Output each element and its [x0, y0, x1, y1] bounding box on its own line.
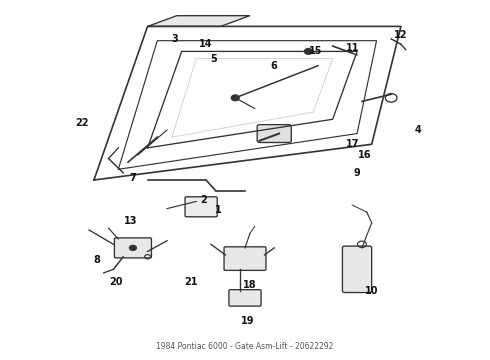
- FancyBboxPatch shape: [224, 247, 266, 270]
- Text: 7: 7: [129, 173, 136, 183]
- FancyBboxPatch shape: [343, 246, 372, 293]
- Text: 12: 12: [394, 30, 408, 40]
- Text: 22: 22: [75, 118, 89, 128]
- Text: 17: 17: [345, 139, 359, 149]
- Text: 11: 11: [345, 43, 359, 53]
- Circle shape: [304, 49, 312, 54]
- FancyBboxPatch shape: [229, 290, 261, 306]
- Text: 5: 5: [210, 54, 217, 64]
- Text: 6: 6: [271, 61, 278, 71]
- Text: 16: 16: [358, 150, 371, 160]
- Text: 8: 8: [93, 255, 100, 265]
- Text: 19: 19: [241, 316, 254, 326]
- Text: 14: 14: [199, 39, 213, 49]
- Text: 3: 3: [171, 34, 178, 44]
- Text: 13: 13: [124, 216, 137, 226]
- Text: 10: 10: [365, 286, 378, 296]
- Text: 9: 9: [354, 168, 361, 178]
- Circle shape: [129, 246, 136, 250]
- FancyBboxPatch shape: [185, 197, 217, 217]
- Text: 15: 15: [309, 46, 322, 57]
- FancyBboxPatch shape: [115, 238, 151, 258]
- Polygon shape: [147, 16, 250, 26]
- Text: 4: 4: [415, 125, 421, 135]
- Text: 1984 Pontiac 6000 - Gate Asm-Lift - 20622292: 1984 Pontiac 6000 - Gate Asm-Lift - 2062…: [156, 342, 334, 351]
- Circle shape: [231, 95, 239, 101]
- Text: 20: 20: [109, 277, 122, 287]
- Text: 18: 18: [243, 280, 257, 291]
- Text: 2: 2: [200, 195, 207, 204]
- Text: 1: 1: [215, 205, 221, 215]
- FancyBboxPatch shape: [257, 125, 291, 143]
- Text: 21: 21: [185, 277, 198, 287]
